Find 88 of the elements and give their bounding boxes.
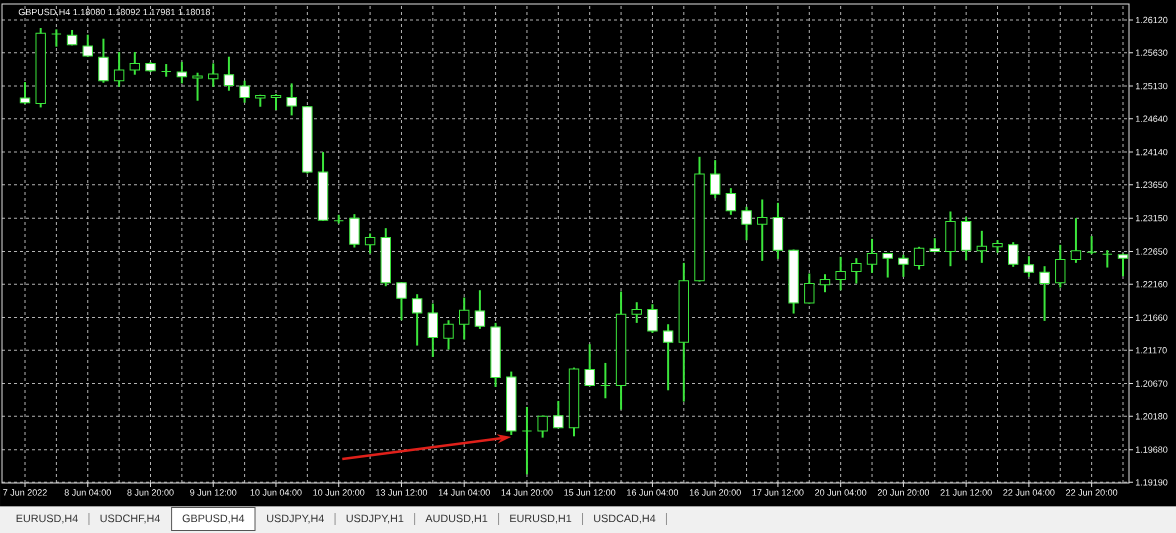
candlestick [553, 399, 564, 430]
x-tick-label: 8 Jun 04:00 [64, 489, 111, 496]
text: AUDUSD,H1 [425, 514, 488, 524]
candlestick [882, 251, 893, 279]
candlestick [443, 319, 454, 351]
y-tick-label: 1.21660 [1135, 314, 1168, 321]
candlestick [160, 63, 172, 78]
candlestick [1023, 255, 1035, 278]
candlestick [82, 33, 93, 58]
candlestick [459, 296, 470, 341]
x-tick-label: 10 Jun 04:00 [250, 489, 302, 496]
candlestick [709, 159, 721, 200]
text: EURUSD,H1 [510, 514, 572, 524]
x-tick-label: 10 Jun 20:00 [313, 489, 365, 496]
candlestick [19, 81, 31, 106]
candlestick [725, 187, 737, 216]
candlestick [976, 229, 988, 264]
x-tick-label: 20 Jun 04:00 [815, 489, 867, 496]
candlestick [364, 232, 376, 255]
y-tick-label: 1.24640 [1135, 115, 1168, 122]
y-tick-label: 1.25630 [1135, 49, 1168, 56]
candlestick [51, 28, 62, 48]
text: USDJPY,H4 [267, 514, 324, 524]
x-tick-label: 14 Jun 20:00 [501, 489, 553, 496]
candlestick [1055, 243, 1066, 289]
candlestick [819, 273, 831, 294]
x-tick-label: 13 Jun 12:00 [376, 489, 428, 496]
y-tick-label: 1.23650 [1135, 181, 1168, 188]
x-tick-label: 17 Jun 12:00 [752, 489, 804, 496]
candlestick [176, 61, 188, 85]
candlestick [113, 51, 125, 88]
x-tick-label: 15 Jun 12:00 [564, 489, 616, 496]
candlestick [208, 62, 219, 88]
candlestick [129, 51, 141, 76]
candlestick [804, 272, 815, 305]
y-tick-label: 1.22160 [1135, 281, 1168, 288]
candlestick [757, 198, 768, 262]
candlestick [741, 205, 752, 242]
candlestick [913, 245, 925, 271]
candlestick [1039, 265, 1050, 322]
text: GBPUSD,H4 [182, 514, 245, 524]
candlestick [98, 37, 109, 84]
y-tick-label: 1.23150 [1135, 214, 1168, 222]
y-tick-label: 1.20670 [1135, 380, 1168, 387]
x-tick-label: 8 Jun 20:00 [127, 489, 174, 496]
text: USDJPY,H1 [346, 514, 404, 524]
x-tick-label: 20 Jun 20:00 [877, 489, 930, 496]
candlestick [192, 71, 203, 102]
x-tick-label: 14 Jun 04:00 [438, 489, 490, 496]
x-tick-label: 16 Jun 04:00 [627, 489, 679, 496]
y-tick-label: 1.24140 [1135, 148, 1168, 156]
text: USDCAD,H4 [594, 514, 656, 524]
candlestick [835, 255, 846, 292]
y-tick-label: 1.19680 [1135, 446, 1168, 453]
candlestick [396, 281, 407, 322]
candlestick [474, 289, 486, 330]
candlestick [866, 237, 878, 274]
x-tick-label: 9 Jun 12:00 [190, 489, 237, 496]
candlestick [223, 55, 235, 92]
y-tick-label: 1.26120 [1135, 16, 1168, 24]
text: USDCHF,H4 [100, 514, 161, 524]
candlestick [1070, 217, 1082, 264]
x-tick-label: 16 Jun 20:00 [689, 489, 741, 496]
y-tick-label: 1.25130 [1135, 82, 1168, 90]
candlestick [851, 257, 862, 285]
candlestick [600, 361, 611, 400]
candlestick [584, 343, 595, 388]
x-tick-label: 7 Jun 2022 [3, 489, 47, 496]
candlestick [286, 82, 297, 117]
text: EURUSD,H4 [16, 514, 78, 524]
y-tick-label: 1.21170 [1135, 347, 1167, 354]
candlestick [1086, 235, 1097, 256]
candlestick [1102, 249, 1113, 269]
x-tick-label: 22 Jun 04:00 [1003, 489, 1055, 496]
candlestick [239, 79, 250, 104]
y-tick-label: 1.20180 [1135, 413, 1168, 420]
candlestick [898, 253, 909, 278]
candlestick [662, 323, 674, 392]
candlestick [1008, 241, 1019, 268]
candlestick [411, 293, 423, 347]
y-tick-label: 1.22650 [1135, 248, 1168, 255]
candlestick [521, 405, 533, 476]
candlestick [631, 301, 642, 324]
chart-title: GBPUSD,H4 1.18080 1.18092 1.17981 1.18018 [18, 8, 210, 17]
candlestick [647, 303, 658, 334]
x-tick-label: 22 Jun 20:00 [1066, 489, 1118, 496]
y-tick-label: 1.19190 [1135, 479, 1168, 486]
x-tick-label: 21 Jun 12:00 [940, 489, 992, 496]
